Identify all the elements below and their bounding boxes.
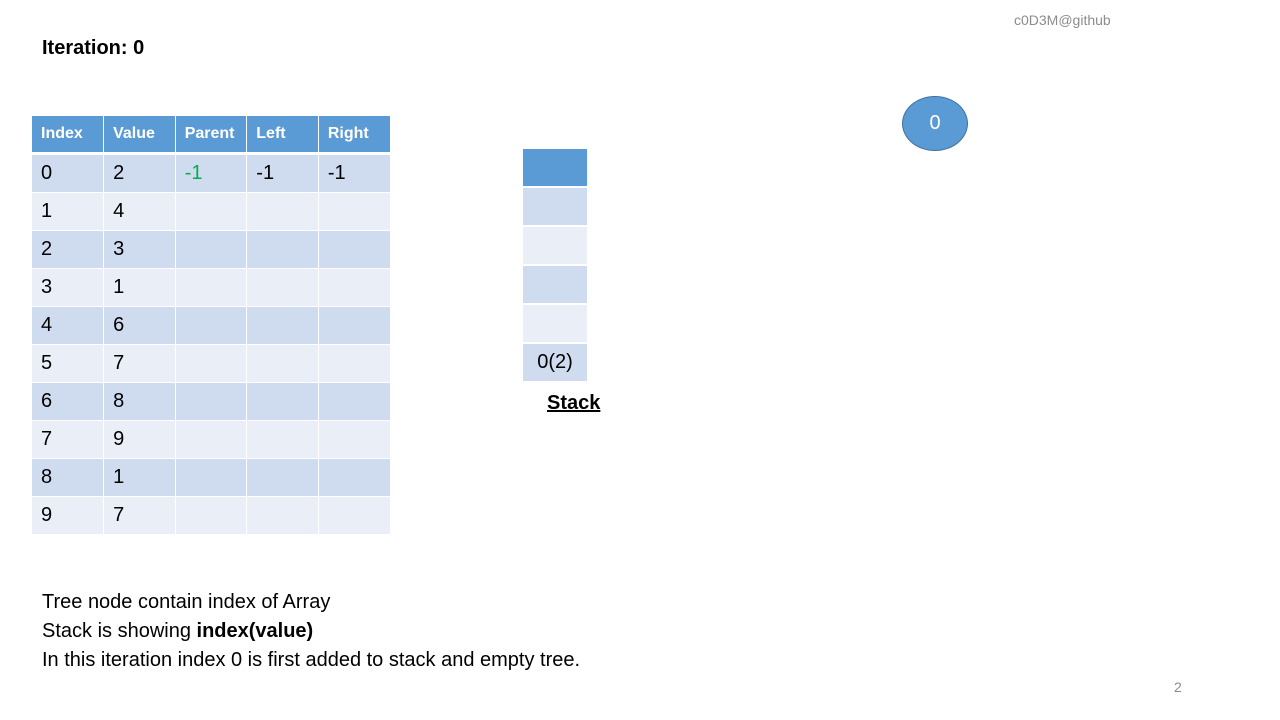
stack-cell-top — [523, 149, 587, 188]
cell-right — [318, 496, 390, 535]
cell-parent — [175, 344, 248, 383]
cell-left — [246, 496, 319, 535]
cell-parent — [175, 458, 248, 497]
table-row: 5 7 — [32, 344, 390, 383]
cell-index: 6 — [32, 382, 105, 421]
stack-cell — [523, 305, 587, 344]
cell-right — [318, 192, 390, 231]
note-line-2-text: Stack is showing — [42, 620, 197, 642]
table-row: 6 8 — [32, 382, 390, 421]
note-line-1: Tree node contain index of Array — [42, 591, 331, 613]
cell-value: 1 — [103, 458, 176, 497]
cell-value: 9 — [103, 420, 176, 459]
header-parent: Parent — [175, 116, 248, 155]
stack-cell — [523, 227, 587, 266]
watermark-text: c0D3M@github — [1014, 12, 1111, 28]
note-line-3: In this iteration index 0 is first added… — [42, 649, 581, 671]
cell-value: 8 — [103, 382, 176, 421]
iteration-title: Iteration: 0 — [42, 37, 145, 59]
cell-index: 8 — [32, 458, 105, 497]
cell-parent — [175, 192, 248, 231]
cell-right — [318, 458, 390, 497]
stack-cell — [523, 188, 587, 227]
cell-left — [246, 306, 319, 345]
table-row: 2 3 — [32, 230, 390, 269]
table-header-row: Index Value Parent Left Right — [32, 116, 390, 155]
cell-value: 6 — [103, 306, 176, 345]
header-index: Index — [32, 116, 105, 155]
header-right: Right — [318, 116, 390, 155]
cell-value: 1 — [103, 268, 176, 307]
stack-cell-bottom: 0(2) — [523, 344, 587, 383]
stack-label: Stack — [547, 392, 601, 414]
cell-right — [318, 306, 390, 345]
header-value: Value — [103, 116, 176, 155]
cell-index: 1 — [32, 192, 105, 231]
table-row: 7 9 — [32, 420, 390, 459]
page-number: 2 — [1174, 679, 1182, 695]
cell-right — [318, 344, 390, 383]
cell-right: -1 — [318, 153, 390, 193]
cell-value: 3 — [103, 230, 176, 269]
note-line-2-bold: index(value) — [196, 620, 314, 642]
cell-left — [246, 458, 319, 497]
stack: 0(2) — [523, 149, 587, 383]
cell-index: 4 — [32, 306, 105, 345]
cell-left — [246, 268, 319, 307]
cell-left — [246, 420, 319, 459]
cell-parent — [175, 496, 248, 535]
notes: Tree node contain index of Array Stack i… — [42, 588, 580, 675]
cell-right — [318, 268, 390, 307]
cell-parent: -1 — [175, 153, 248, 193]
table-row: 4 6 — [32, 306, 390, 345]
tree-root-node: 0 — [902, 96, 968, 151]
stack-cell — [523, 266, 587, 305]
cell-right — [318, 230, 390, 269]
cell-value: 7 — [103, 496, 176, 535]
cell-parent — [175, 306, 248, 345]
cell-value: 4 — [103, 192, 176, 231]
cell-left — [246, 382, 319, 421]
cell-left — [246, 344, 319, 383]
note-line-2: Stack is showing index(value) — [42, 617, 580, 646]
table-row: 0 2 -1 -1 -1 — [32, 153, 390, 193]
cell-index: 9 — [32, 496, 105, 535]
cell-left — [246, 230, 319, 269]
cell-right — [318, 420, 390, 459]
cell-value: 7 — [103, 344, 176, 383]
table-row: 1 4 — [32, 192, 390, 231]
table-row: 8 1 — [32, 458, 390, 497]
cell-left: -1 — [246, 153, 319, 193]
table-row: 3 1 — [32, 268, 390, 307]
cell-index: 0 — [32, 153, 105, 193]
cell-value: 2 — [103, 153, 176, 193]
cell-index: 5 — [32, 344, 105, 383]
cell-right — [318, 382, 390, 421]
header-left: Left — [246, 116, 319, 155]
cell-index: 7 — [32, 420, 105, 459]
cell-left — [246, 192, 319, 231]
cell-parent — [175, 420, 248, 459]
table-row: 9 7 — [32, 496, 390, 535]
cell-index: 3 — [32, 268, 105, 307]
array-table: Index Value Parent Left Right 0 2 -1 -1 … — [32, 116, 390, 535]
cell-parent — [175, 268, 248, 307]
cell-parent — [175, 382, 248, 421]
cell-index: 2 — [32, 230, 105, 269]
cell-parent — [175, 230, 248, 269]
